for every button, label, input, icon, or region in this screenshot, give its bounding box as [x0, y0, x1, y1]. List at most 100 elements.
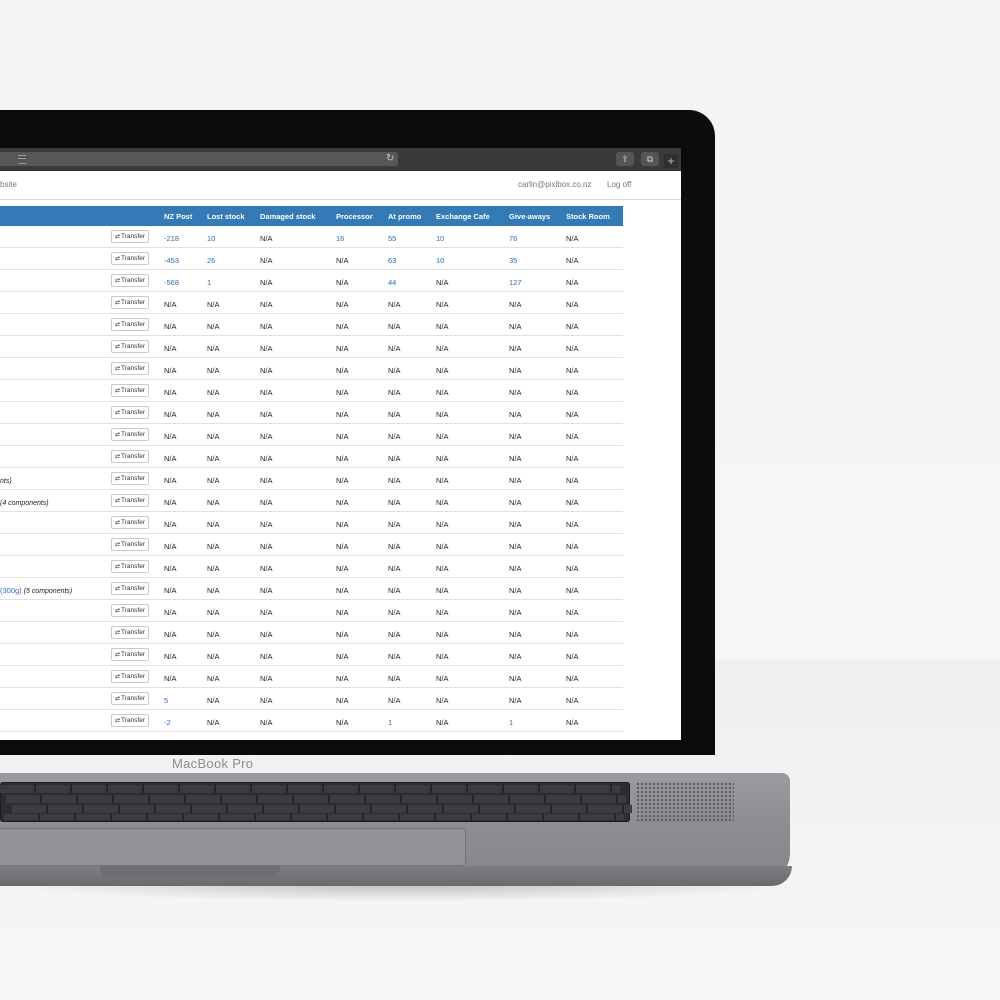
column-header: Processor: [336, 212, 373, 221]
stock-count: N/A: [207, 366, 220, 375]
stock-count-link[interactable]: 26: [207, 256, 216, 265]
stock-count: N/A: [509, 564, 522, 573]
stock-count: N/A: [566, 366, 579, 375]
stock-count: N/A: [164, 586, 177, 595]
lid-notch: [100, 866, 280, 878]
stock-count-link[interactable]: 1: [388, 718, 393, 727]
transfer-button[interactable]: ⇄Transfer: [111, 318, 149, 331]
stock-count: N/A: [164, 630, 177, 639]
transfer-button[interactable]: ⇄Transfer: [111, 494, 149, 507]
stock-count-link[interactable]: 16: [336, 234, 345, 243]
table-row: ⇄Transfer N/A N/A N/A N/A N/A N/A N/A N/A: [0, 292, 623, 314]
address-bar[interactable]: ↻: [0, 152, 398, 166]
stock-count: N/A: [207, 674, 220, 683]
stock-count-link[interactable]: 5: [164, 696, 169, 705]
transfer-button[interactable]: ⇄Transfer: [111, 384, 149, 397]
stock-count-link[interactable]: 10: [207, 234, 216, 243]
stock-count: N/A: [436, 520, 449, 529]
reload-icon[interactable]: ↻: [386, 153, 395, 164]
stock-count: N/A: [336, 652, 349, 661]
stock-count: N/A: [336, 432, 349, 441]
stock-count: N/A: [164, 300, 177, 309]
tabs-overview-icon[interactable]: ⧉: [641, 152, 659, 166]
transfer-label: Transfer: [121, 233, 145, 240]
transfer-button[interactable]: ⇄Transfer: [111, 560, 149, 573]
transfer-button[interactable]: ⇄Transfer: [111, 516, 149, 529]
product-link[interactable]: (300g): [0, 586, 22, 595]
table-row: ⇄Transfer N/A N/A N/A N/A N/A N/A N/A N/A: [0, 600, 623, 622]
stock-count: N/A: [336, 696, 349, 705]
transfer-label: Transfer: [121, 563, 145, 570]
stock-count-link[interactable]: 10: [436, 256, 445, 265]
stock-count: N/A: [260, 652, 273, 661]
transfer-button[interactable]: ⇄Transfer: [111, 296, 149, 309]
column-header: At promo: [388, 212, 422, 221]
stock-count-link[interactable]: 35: [509, 256, 518, 265]
transfer-button[interactable]: ⇄Transfer: [111, 406, 149, 419]
stock-count: N/A: [164, 564, 177, 573]
stock-count-link[interactable]: -453: [164, 256, 180, 265]
stock-count-link[interactable]: 127: [509, 278, 522, 287]
transfer-button[interactable]: ⇄Transfer: [111, 582, 149, 595]
stock-count: N/A: [336, 454, 349, 463]
transfer-button[interactable]: ⇄Transfer: [111, 604, 149, 617]
stock-count-link[interactable]: 44: [388, 278, 397, 287]
transfer-button[interactable]: ⇄Transfer: [111, 692, 149, 705]
stock-count: N/A: [336, 674, 349, 683]
transfer-button[interactable]: ⇄Transfer: [111, 670, 149, 683]
stock-count-link[interactable]: -568: [164, 278, 180, 287]
share-icon[interactable]: ⇪: [616, 152, 634, 166]
transfer-button[interactable]: ⇄Transfer: [111, 230, 149, 243]
table-row: (300g) (5 components) ⇄Transfer N/A N/A N/A N…: [0, 578, 623, 600]
transfer-label: Transfer: [121, 255, 145, 262]
stock-count-link[interactable]: -218: [164, 234, 180, 243]
stock-count: N/A: [436, 366, 449, 375]
transfer-label: Transfer: [121, 585, 145, 592]
stock-count: N/A: [388, 520, 401, 529]
stock-count: N/A: [164, 322, 177, 331]
stock-count: N/A: [336, 256, 349, 265]
stock-count: N/A: [207, 542, 220, 551]
transfer-button[interactable]: ⇄Transfer: [111, 428, 149, 441]
transfer-button[interactable]: ⇄Transfer: [111, 626, 149, 639]
stock-count-link[interactable]: -2: [164, 718, 171, 727]
transfer-button[interactable]: ⇄Transfer: [111, 472, 149, 485]
stock-count-link[interactable]: 10: [436, 234, 445, 243]
stock-count: N/A: [566, 278, 579, 287]
transfer-button[interactable]: ⇄Transfer: [111, 252, 149, 265]
transfer-button[interactable]: ⇄Transfer: [111, 450, 149, 463]
stock-count-link[interactable]: 55: [388, 234, 397, 243]
stock-count: N/A: [436, 564, 449, 573]
transfer-button[interactable]: ⇄Transfer: [111, 340, 149, 353]
stock-count: N/A: [207, 586, 220, 595]
reader-menu-icon[interactable]: [18, 155, 26, 164]
stock-count: N/A: [436, 608, 449, 617]
stock-count: N/A: [336, 366, 349, 375]
transfer-button[interactable]: ⇄Transfer: [111, 714, 149, 727]
transfer-button[interactable]: ⇄Transfer: [111, 274, 149, 287]
new-tab-button[interactable]: +: [664, 154, 678, 168]
stock-count-link[interactable]: 1: [509, 718, 514, 727]
stock-count: N/A: [388, 432, 401, 441]
transfer-button[interactable]: ⇄Transfer: [111, 362, 149, 375]
stock-count: N/A: [336, 278, 349, 287]
product-name: nts): [0, 478, 12, 485]
stock-count-link[interactable]: 63: [388, 256, 397, 265]
stock-count: N/A: [207, 432, 220, 441]
table-row: ⇄Transfer N/A N/A N/A N/A N/A N/A N/A N/A: [0, 314, 623, 336]
log-off-link[interactable]: Log off: [607, 180, 632, 189]
stock-count: N/A: [436, 344, 449, 353]
stock-count: N/A: [436, 630, 449, 639]
transfer-icon: ⇄: [115, 256, 121, 262]
transfer-button[interactable]: ⇄Transfer: [111, 538, 149, 551]
stock-count: N/A: [566, 564, 579, 573]
stock-count: N/A: [388, 322, 401, 331]
table-row: ⇄Transfer N/A N/A N/A N/A N/A N/A N/A N/A: [0, 402, 623, 424]
stock-count: N/A: [207, 520, 220, 529]
stock-count-link[interactable]: 1: [207, 278, 212, 287]
stock-count: N/A: [509, 652, 522, 661]
stock-count-link[interactable]: 76: [509, 234, 518, 243]
website-link[interactable]: bsite: [0, 180, 17, 189]
transfer-button[interactable]: ⇄Transfer: [111, 648, 149, 661]
table-row: ⇄Transfer N/A N/A N/A N/A N/A N/A N/A N/A: [0, 534, 623, 556]
